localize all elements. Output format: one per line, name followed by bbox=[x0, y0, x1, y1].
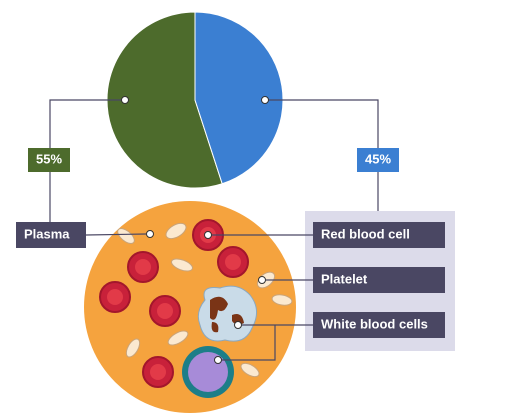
dot bbox=[121, 96, 129, 104]
label-box bbox=[16, 222, 86, 248]
blood-sample bbox=[84, 201, 296, 413]
pie-chart bbox=[106, 11, 284, 189]
dot bbox=[204, 231, 212, 239]
pie-slice bbox=[106, 11, 223, 189]
label-box bbox=[313, 267, 445, 293]
dot bbox=[261, 96, 269, 104]
label: Platelet bbox=[321, 271, 368, 286]
label: Red blood cell bbox=[321, 226, 410, 241]
connector bbox=[49, 99, 125, 148]
label: White blood cells bbox=[321, 316, 428, 331]
percent-box bbox=[28, 148, 70, 172]
connector bbox=[265, 99, 379, 148]
dot bbox=[234, 321, 242, 329]
label-box bbox=[313, 222, 445, 248]
dot bbox=[258, 276, 266, 284]
label-box bbox=[313, 312, 445, 338]
connector bbox=[222, 325, 276, 361]
label: Plasma bbox=[24, 226, 70, 241]
connector bbox=[85, 233, 147, 236]
dot bbox=[214, 356, 222, 364]
percent-label: 55% bbox=[36, 151, 62, 166]
dot bbox=[146, 230, 154, 238]
percent-label: 45% bbox=[365, 151, 391, 166]
pie-slice bbox=[194, 11, 284, 185]
percent-box bbox=[357, 148, 399, 172]
